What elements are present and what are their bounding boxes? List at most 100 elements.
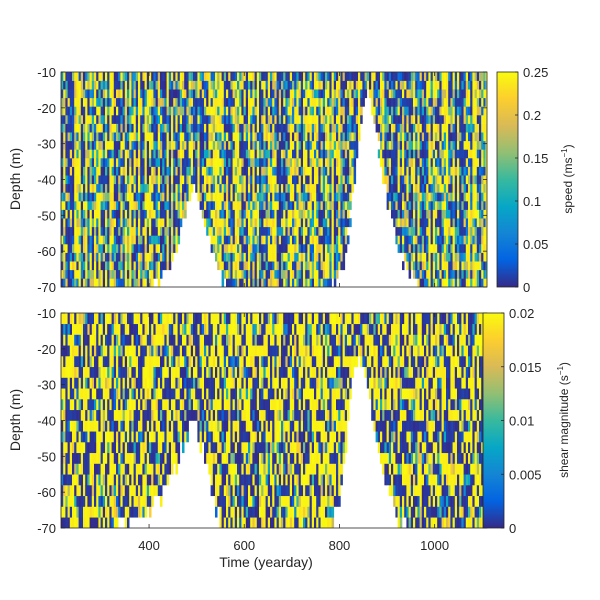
heatmap-cell	[116, 72, 119, 81]
heatmap-cell	[309, 192, 313, 202]
heatmap-cell	[311, 89, 315, 99]
heatmap-cell	[226, 115, 229, 124]
heatmap-cell	[476, 218, 480, 228]
heatmap-cell	[259, 72, 262, 81]
heatmap-cell	[65, 192, 68, 202]
heatmap-cell	[140, 106, 143, 116]
heatmap-cell	[278, 115, 282, 124]
heatmap-cell	[430, 115, 434, 124]
heatmap-cell	[296, 140, 299, 150]
heatmap-cell	[454, 183, 458, 193]
heatmap-cell	[177, 166, 181, 176]
heatmap-cell	[472, 132, 475, 142]
heatmap-cell	[186, 89, 189, 99]
heatmap-cell	[226, 278, 229, 287]
heatmap-cell	[351, 166, 354, 176]
heatmap-cell	[91, 235, 95, 245]
heatmap-cell	[91, 366, 95, 378]
heatmap-cell	[111, 175, 115, 185]
heatmap-cell	[228, 278, 231, 287]
heatmap-cell	[160, 218, 163, 228]
heatmap-cell	[153, 80, 156, 90]
heatmap-cell	[254, 269, 258, 279]
heatmap-cell	[87, 72, 90, 81]
heatmap-cell	[107, 485, 110, 497]
heatmap-cell	[72, 420, 75, 432]
heatmap-cell	[272, 158, 275, 167]
heatmap-cell	[373, 89, 376, 99]
heatmap-cell	[153, 97, 156, 107]
heatmap-cell	[87, 244, 90, 253]
heatmap-cell	[289, 218, 293, 228]
heatmap-cell	[102, 252, 106, 262]
heatmap-cell	[476, 158, 480, 167]
heatmap-cell	[69, 366, 73, 378]
heatmap-cell	[164, 106, 167, 116]
heatmap-cell	[355, 132, 359, 142]
heatmap-cell	[212, 115, 216, 124]
heatmap-cell	[329, 175, 332, 185]
heatmap-cell	[298, 106, 302, 116]
heatmap-cell	[314, 269, 317, 279]
heatmap-cell	[298, 89, 302, 99]
heatmap-cell	[294, 89, 297, 99]
heatmap-cell	[237, 269, 240, 279]
heatmap-cell	[61, 313, 64, 325]
heatmap-cell	[267, 80, 271, 90]
heatmap-cell	[127, 261, 130, 271]
heatmap-cell	[228, 244, 231, 253]
heatmap-cell	[476, 132, 480, 142]
heatmap-cell	[261, 226, 264, 236]
heatmap-cell	[408, 97, 412, 107]
heatmap-cell	[113, 80, 117, 90]
heatmap-cell	[294, 175, 297, 185]
heatmap-cell	[215, 89, 218, 99]
heatmap-cell	[96, 506, 99, 518]
heatmap-cell	[122, 123, 126, 133]
heatmap-cell	[226, 218, 229, 228]
heatmap-cell	[76, 345, 79, 357]
heatmap-cell	[144, 106, 148, 116]
heatmap-cell	[138, 226, 141, 236]
heatmap-cell	[184, 183, 187, 193]
heatmap-cell	[72, 97, 75, 107]
heatmap-cell	[197, 89, 200, 99]
heatmap-cell	[175, 183, 178, 193]
heatmap-cell	[157, 72, 161, 81]
heatmap-cell	[342, 218, 346, 228]
heatmap-cell	[461, 235, 464, 245]
heatmap-cell	[151, 89, 154, 99]
heatmap-cell	[342, 149, 346, 159]
heatmap-cell	[149, 201, 152, 210]
heatmap-cell	[133, 72, 137, 81]
heatmap-cell	[448, 278, 451, 287]
heatmap-cell	[439, 106, 442, 116]
heatmap-cell	[292, 166, 295, 176]
heatmap-cell	[102, 218, 106, 228]
heatmap-cell	[151, 158, 154, 167]
heatmap-cell	[116, 158, 119, 167]
heatmap-cell	[243, 252, 247, 262]
heatmap-cell	[435, 140, 438, 150]
heatmap-cell	[437, 72, 440, 81]
heatmap-cell	[232, 166, 236, 176]
heatmap-cell	[80, 72, 84, 81]
heatmap-cell	[193, 97, 196, 107]
heatmap-cell	[296, 115, 299, 124]
heatmap-cell	[399, 115, 403, 124]
heatmap-cell	[160, 175, 163, 185]
heatmap-cell	[483, 278, 486, 287]
heatmap-cell	[296, 106, 299, 116]
heatmap-cell	[474, 201, 478, 210]
heatmap-cell	[78, 334, 82, 346]
heatmap-cell	[333, 175, 337, 185]
heatmap-cell	[67, 409, 71, 421]
heatmap-cell	[157, 235, 161, 245]
heatmap-cell	[232, 261, 236, 271]
heatmap-cell	[318, 97, 321, 107]
heatmap-cell	[219, 244, 222, 253]
heatmap-cell	[254, 209, 258, 219]
heatmap-cell	[320, 132, 324, 142]
heatmap-cell	[173, 80, 176, 90]
heatmap-cell	[76, 252, 79, 262]
